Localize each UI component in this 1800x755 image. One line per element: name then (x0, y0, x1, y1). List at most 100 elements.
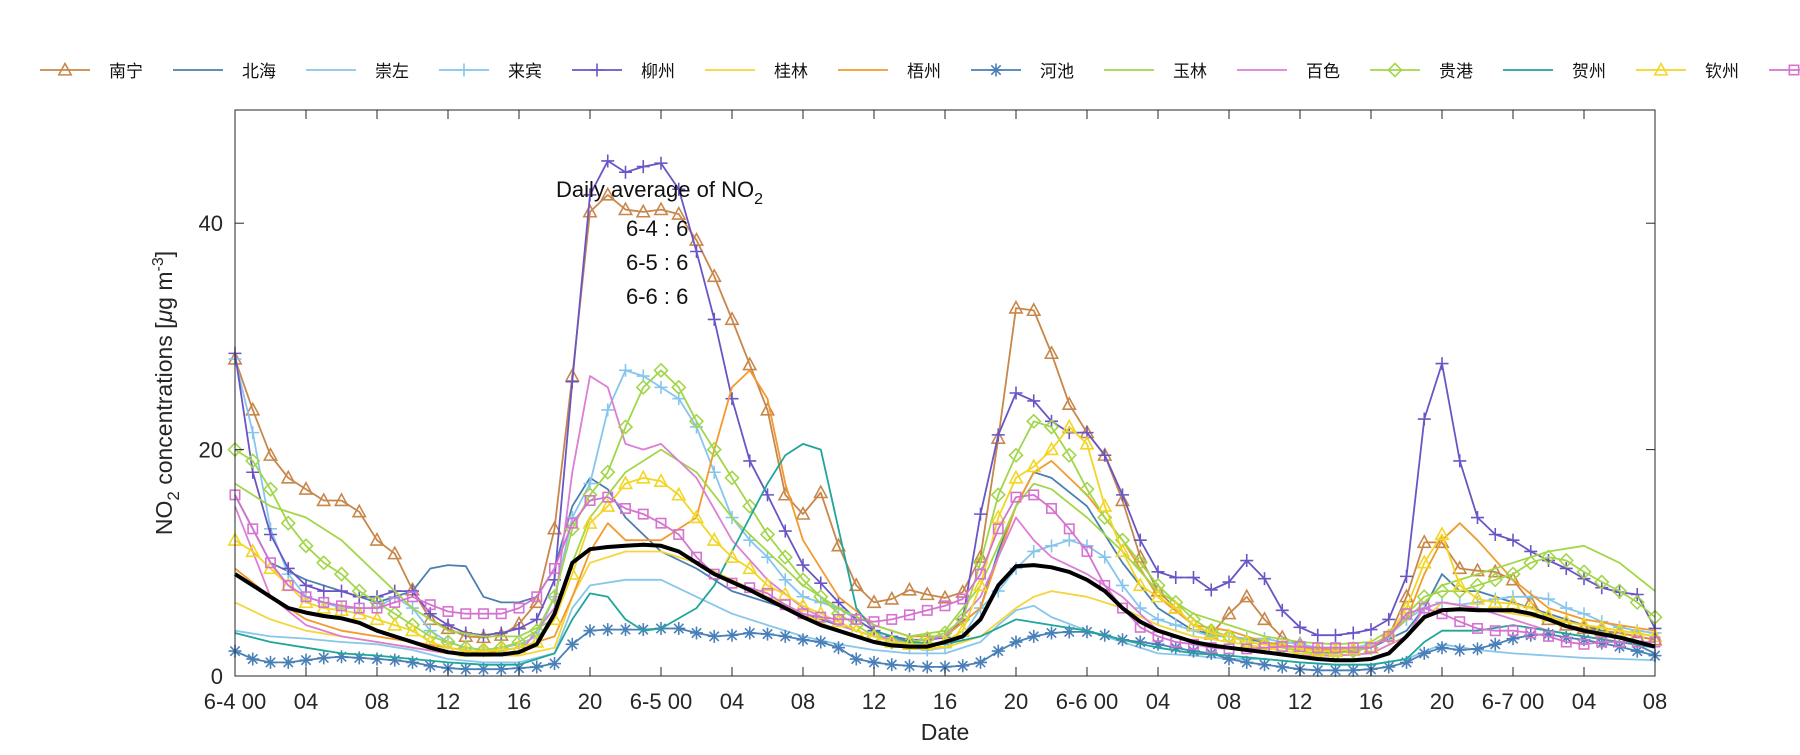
x-tick-label: 04 (1572, 689, 1596, 714)
data-point (336, 600, 347, 612)
data-point (1329, 663, 1342, 677)
data-point (1329, 628, 1342, 642)
data-point (619, 363, 632, 377)
data-point (901, 581, 918, 596)
data-point (1506, 533, 1520, 547)
data-point (1150, 588, 1166, 603)
data-point (884, 590, 900, 605)
data-point (795, 505, 811, 520)
annotation-line-1: 6-4 : 6 (626, 216, 688, 241)
x-axis-label: Date (921, 719, 970, 745)
data-point (1133, 601, 1147, 615)
data-point (1525, 627, 1537, 639)
data-point (1027, 394, 1041, 408)
data-point (1365, 642, 1377, 654)
data-point (299, 578, 313, 592)
legend-label: 梧州 (907, 62, 941, 81)
x-tick-label: 04 (294, 689, 318, 714)
data-point (1400, 569, 1413, 583)
data-point (796, 633, 810, 647)
data-point (1382, 660, 1396, 674)
data-point (1311, 663, 1325, 677)
legend-entry-14: 防城港 (1769, 64, 1800, 76)
data-point (352, 651, 366, 665)
series-12 (234, 442, 1656, 666)
data-point (921, 604, 933, 616)
data-point (1506, 632, 1520, 646)
data-point (582, 515, 598, 529)
data-point (494, 626, 508, 640)
data-point (246, 426, 260, 440)
data-point (655, 517, 667, 529)
y-tick-label: 20 (199, 438, 223, 463)
legend: 南宁 北海 崇左 来宾 柳州 桂林 梧州 河池 玉林 百色 贵港 贺州 钦州 防城港 (40, 61, 1800, 81)
data-point (759, 526, 776, 543)
data-point (1116, 488, 1129, 502)
data-point (387, 616, 403, 631)
series-line (234, 442, 1656, 666)
data-point (584, 495, 596, 507)
data-point (833, 613, 844, 625)
x-tick-label: 20 (1004, 689, 1028, 714)
data-point (565, 375, 579, 389)
data-point (531, 591, 543, 603)
data-point (388, 653, 402, 667)
data-point (1630, 644, 1644, 658)
data-point (369, 611, 385, 626)
data-point (1629, 594, 1645, 611)
data-point (653, 362, 669, 378)
data-point (992, 523, 1004, 535)
data-point (1312, 642, 1324, 654)
data-point (885, 658, 899, 672)
data-point (778, 573, 792, 587)
series-5 (228, 154, 1662, 647)
legend-entry-11: 贵港 (1370, 62, 1473, 81)
data-point (1026, 413, 1042, 429)
data-point (353, 602, 365, 614)
series-line (234, 193, 1656, 652)
data-point (1045, 626, 1058, 640)
data-point (672, 182, 686, 196)
series-line (234, 493, 1655, 650)
data-point (387, 606, 403, 622)
data-point (1043, 441, 1060, 456)
data-point (1151, 637, 1165, 651)
data-point (743, 533, 757, 547)
data-point (796, 558, 810, 572)
data-point (407, 591, 418, 603)
data-point (778, 629, 792, 643)
data-point (1471, 642, 1484, 656)
x-tick-label: 12 (862, 689, 886, 714)
data-point (1043, 419, 1060, 435)
data-point (1168, 599, 1184, 614)
data-point (955, 584, 971, 598)
data-point (1383, 630, 1395, 642)
data-point (1347, 642, 1359, 654)
data-point (617, 475, 634, 490)
data-point (1594, 574, 1610, 590)
series-8 (228, 621, 1662, 677)
data-point (919, 636, 935, 650)
data-point (1653, 61, 1669, 76)
data-point (706, 531, 722, 546)
data-point (1595, 636, 1609, 650)
data-point (1576, 564, 1592, 580)
data-point (795, 597, 811, 612)
annotation-title-sub: 2 (754, 191, 763, 208)
data-point (262, 481, 279, 497)
mean-line (233, 542, 1656, 663)
ylabel-sup: -3 (150, 257, 167, 271)
data-point (1027, 544, 1041, 558)
data-point (247, 523, 259, 535)
data-point (423, 659, 437, 673)
data-point (1046, 502, 1057, 514)
x-tick-label: 04 (1146, 689, 1170, 714)
series-11 (227, 362, 1663, 661)
data-point (1098, 550, 1112, 564)
data-point (814, 635, 828, 649)
x-tick-label: 08 (791, 689, 815, 714)
data-point (318, 596, 330, 608)
data-point (1630, 587, 1644, 601)
data-point (1489, 625, 1501, 637)
data-point (1435, 357, 1449, 371)
